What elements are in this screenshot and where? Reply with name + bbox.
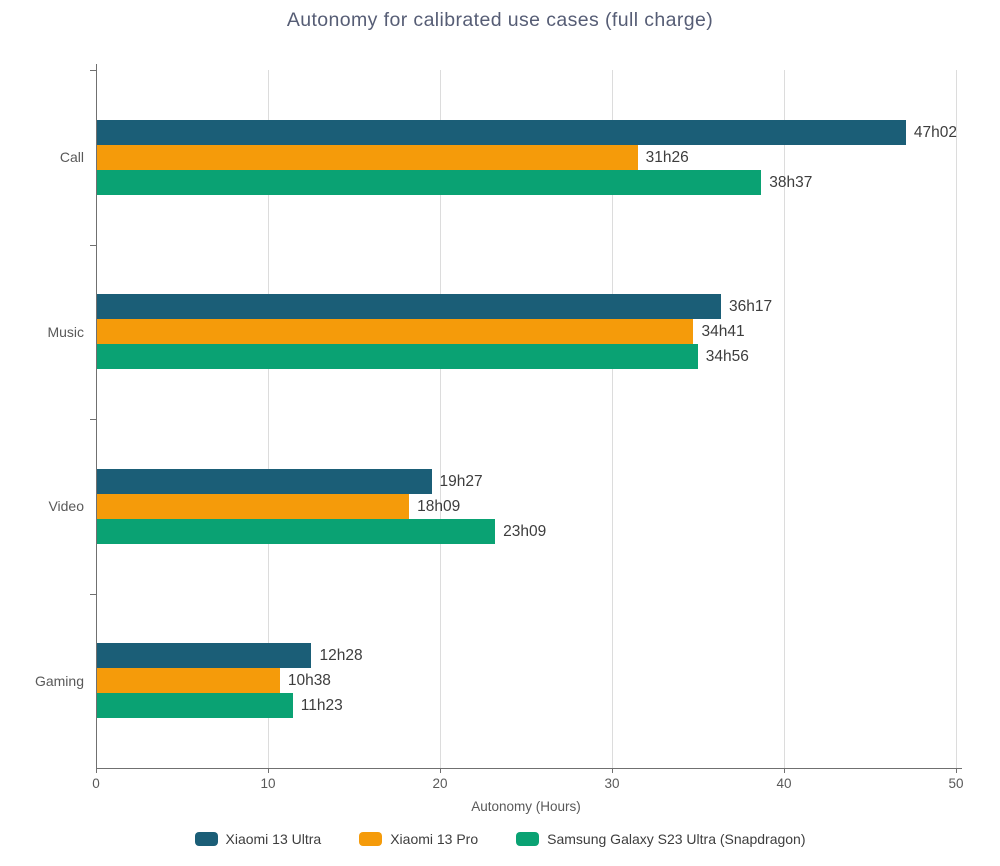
x-tick-label-0: 0 bbox=[92, 776, 100, 791]
y-axis-tick-2 bbox=[90, 419, 96, 420]
value-label-call-series-2: 38h37 bbox=[769, 173, 813, 191]
x-tick-label-10: 10 bbox=[260, 776, 276, 791]
bar-call-series-2 bbox=[97, 169, 762, 195]
bar-call-series-0 bbox=[97, 119, 906, 145]
value-label-call-series-0: 47h02 bbox=[913, 123, 958, 141]
value-label-gaming-series-0: 12h28 bbox=[319, 647, 363, 665]
chart-title: Autonomy for calibrated use cases (full … bbox=[286, 9, 714, 31]
x-tick-label-40: 40 bbox=[776, 776, 792, 791]
bar-gaming-series-0 bbox=[97, 643, 312, 669]
bar-call-series-1 bbox=[97, 144, 638, 170]
bar-video-series-0 bbox=[97, 468, 432, 494]
bar-gaming-series-2 bbox=[97, 693, 293, 719]
x-axis-tick-40 bbox=[784, 768, 785, 773]
value-label-gaming-series-2: 11h23 bbox=[300, 697, 343, 715]
y-axis-tick-1 bbox=[90, 244, 96, 246]
bar-video-series-1 bbox=[97, 493, 410, 519]
value-label-music-series-1: 34h41 bbox=[701, 323, 745, 341]
category-label-call: Call bbox=[59, 149, 84, 166]
value-label-music-series-2: 34h56 bbox=[705, 348, 749, 366]
legend-item-1[interactable]: Xiaomi 13 Pro bbox=[359, 831, 478, 847]
x-axis-title: Autonomy (Hours) bbox=[471, 799, 581, 814]
gridline-20 bbox=[440, 70, 441, 768]
gridline-40 bbox=[784, 70, 785, 768]
legend-item-0[interactable]: Xiaomi 13 Ultra bbox=[194, 831, 322, 847]
x-axis-tick-50 bbox=[956, 768, 957, 773]
value-label-video-series-1: 18h09 bbox=[417, 497, 461, 515]
legend-swatch-1 bbox=[359, 832, 383, 846]
bar-music-series-0 bbox=[97, 294, 722, 320]
legend-label-0: Xiaomi 13 Ultra bbox=[225, 831, 322, 847]
value-label-music-series-0: 36h17 bbox=[729, 298, 773, 316]
y-axis-line bbox=[96, 64, 97, 768]
value-label-gaming-series-1: 10h38 bbox=[287, 672, 331, 690]
x-axis-line bbox=[96, 768, 962, 769]
value-label-video-series-2: 23h09 bbox=[503, 522, 547, 540]
x-tick-label-30: 30 bbox=[604, 776, 620, 791]
category-label-video: Video bbox=[48, 498, 84, 515]
gridline-50 bbox=[956, 70, 957, 768]
gridline-30 bbox=[612, 70, 613, 768]
value-label-video-series-0: 19h27 bbox=[439, 472, 483, 490]
x-axis-tick-10 bbox=[268, 768, 269, 773]
legend-swatch-2 bbox=[516, 832, 540, 846]
bar-video-series-2 bbox=[97, 518, 496, 544]
value-label-call-series-1: 31h26 bbox=[645, 148, 689, 166]
x-tick-label-50: 50 bbox=[948, 776, 964, 791]
bar-gaming-series-1 bbox=[97, 668, 280, 694]
y-axis-tick-3 bbox=[90, 593, 96, 595]
bar-music-series-2 bbox=[97, 344, 698, 370]
category-label-music: Music bbox=[47, 323, 84, 340]
x-axis-tick-30 bbox=[612, 768, 613, 773]
x-axis-tick-0 bbox=[96, 768, 97, 773]
x-tick-label-20: 20 bbox=[432, 776, 448, 791]
gridline-10 bbox=[268, 70, 269, 768]
bar-music-series-1 bbox=[97, 319, 694, 345]
legend-swatch-0 bbox=[194, 832, 218, 846]
legend-label-1: Xiaomi 13 Pro bbox=[390, 831, 479, 847]
y-axis-tick-0 bbox=[90, 70, 96, 71]
category-label-gaming: Gaming bbox=[34, 672, 84, 689]
x-axis-tick-20 bbox=[440, 768, 441, 773]
legend: Xiaomi 13 Ultra Xiaomi 13 Pro Samsung Gala… bbox=[0, 831, 1000, 847]
legend-label-2: Samsung Galaxy S23 Ultra (Snapdragon) bbox=[547, 831, 806, 847]
legend-item-2[interactable]: Samsung Galaxy S23 Ultra (Snapdragon) bbox=[516, 831, 806, 847]
